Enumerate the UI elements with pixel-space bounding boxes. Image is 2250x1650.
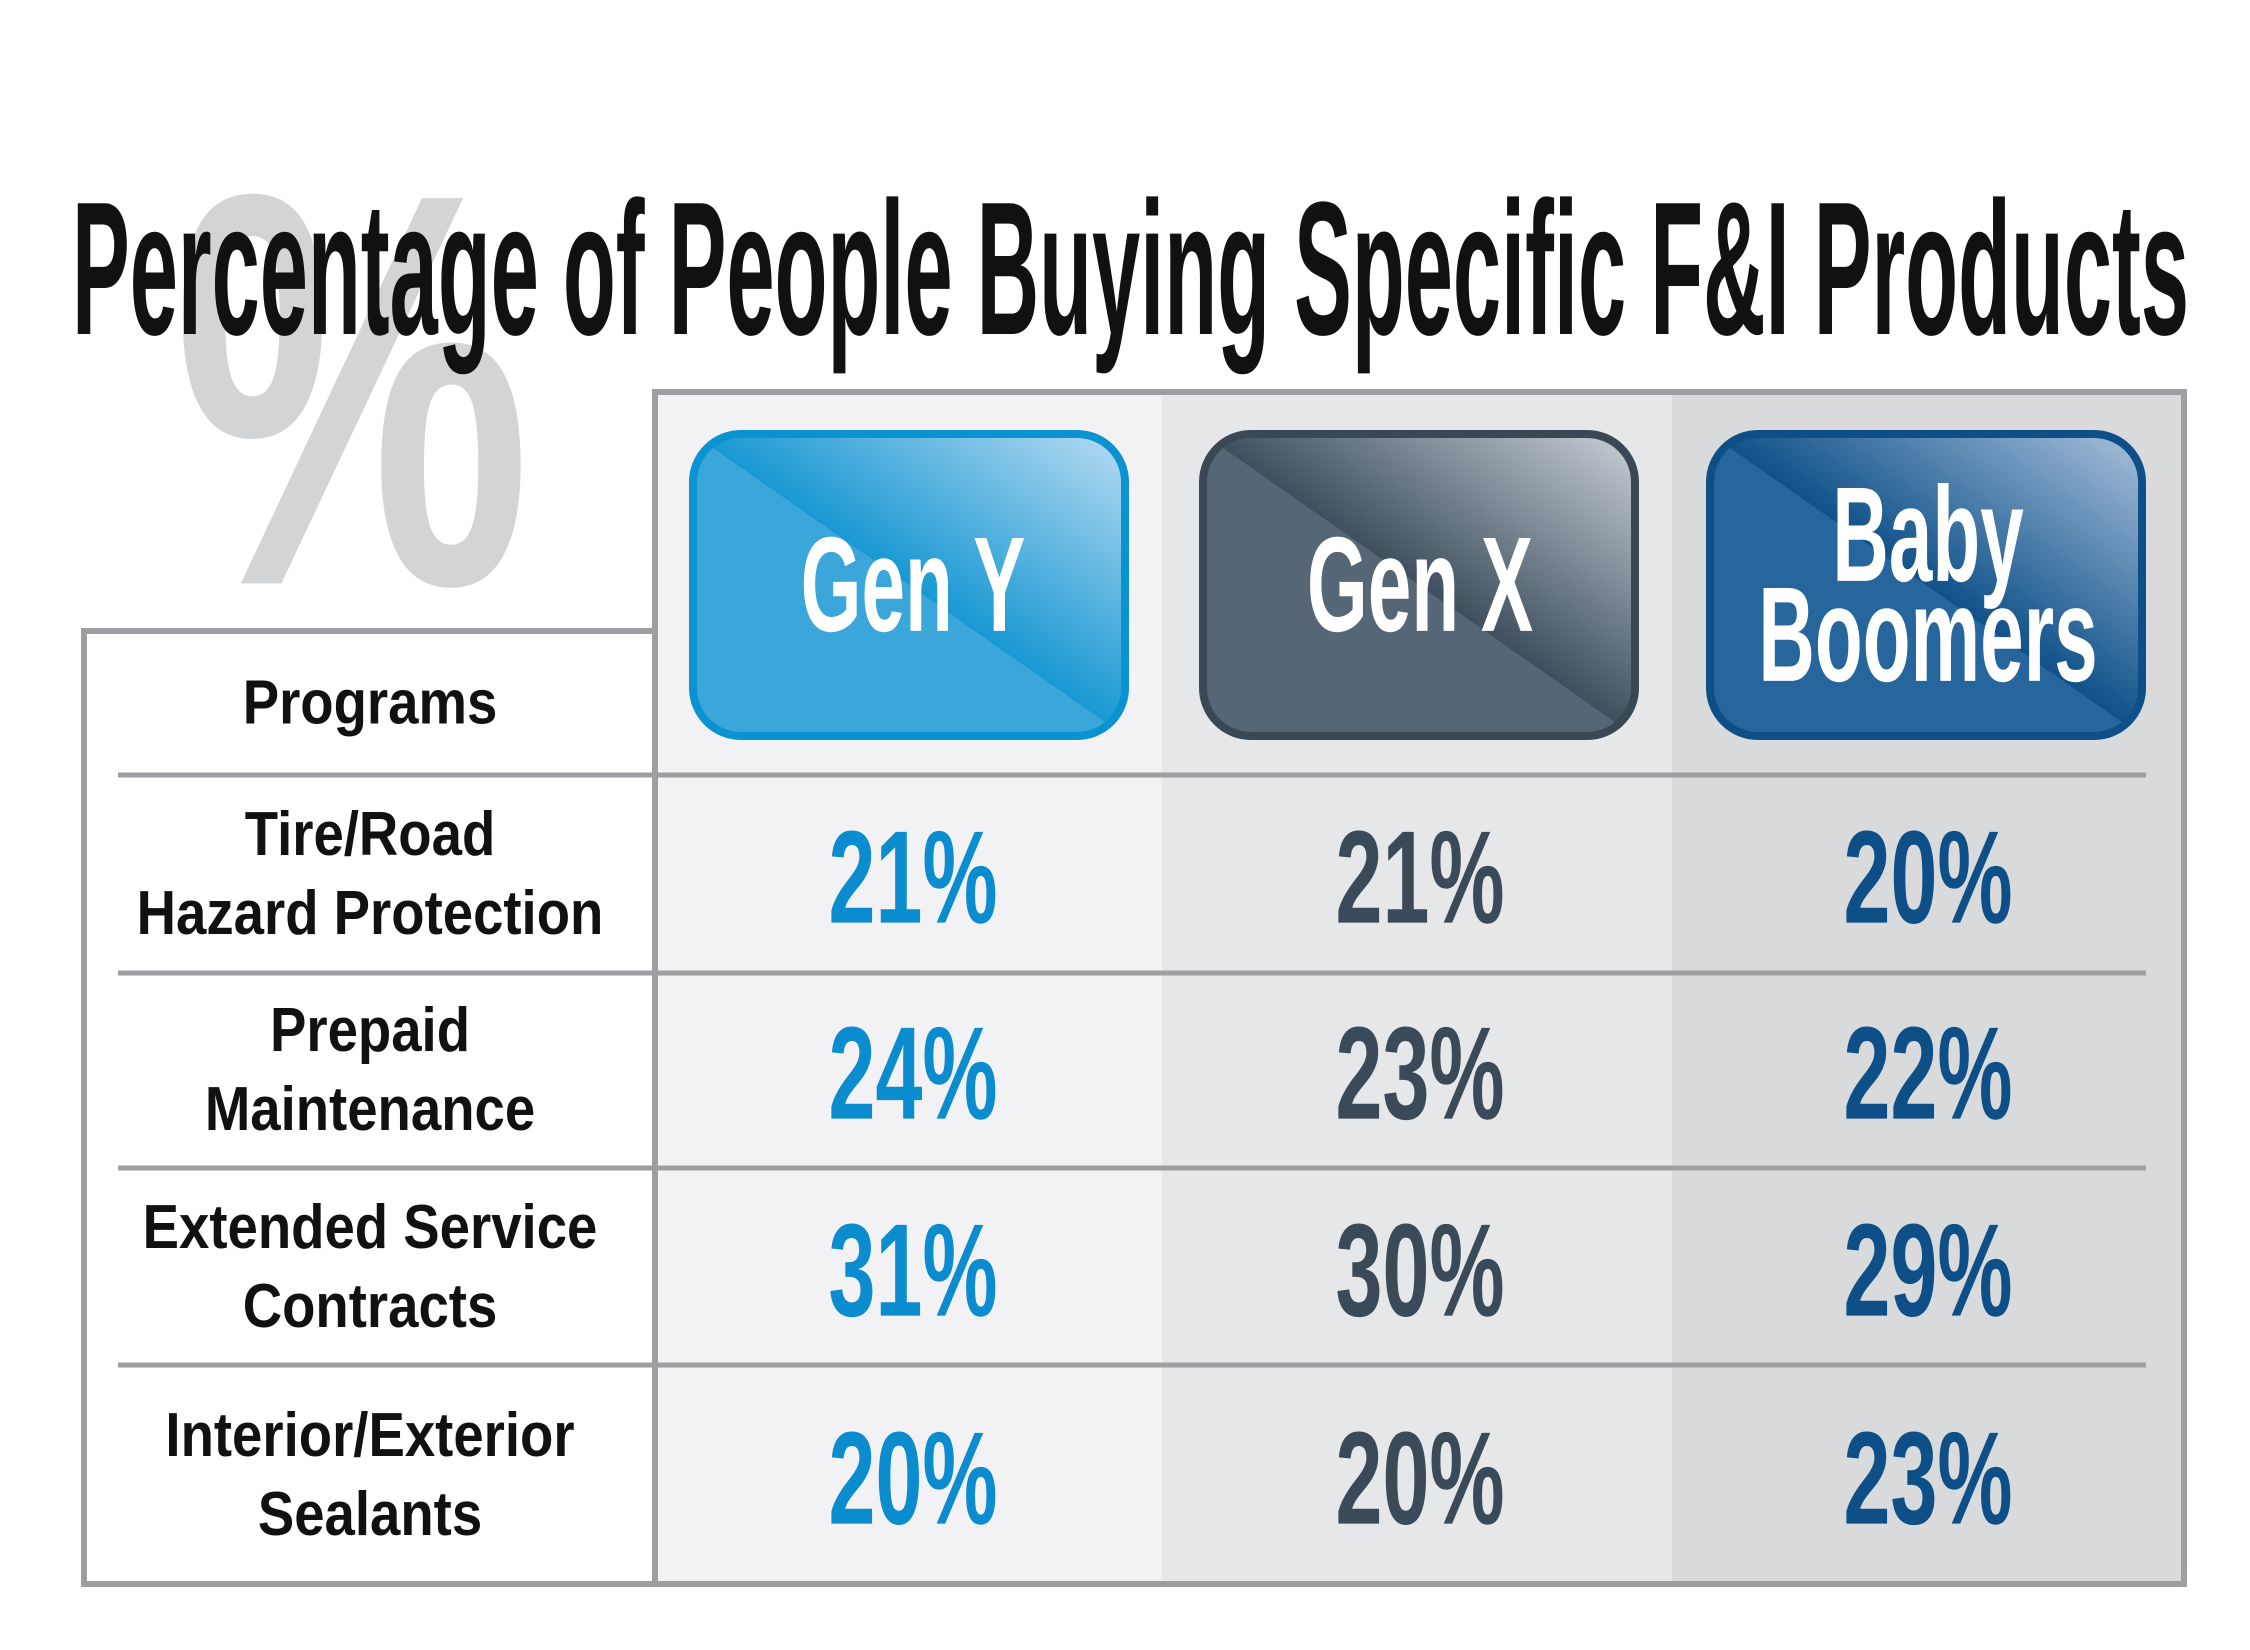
cell-value: 21% (1335, 805, 1504, 952)
row-label: Maintenance (205, 1075, 535, 1144)
row-label: Hazard Protection (137, 879, 604, 948)
cell-value: 31% (828, 1198, 997, 1345)
cell-value: 30% (1335, 1198, 1504, 1345)
row-label: Sealants (258, 1480, 482, 1549)
header-button (689, 430, 1129, 740)
column-header: Baby (1832, 460, 2023, 610)
cell-value: 29% (1843, 1198, 2012, 1345)
cell-value: 24% (828, 1001, 997, 1148)
watermark: % (173, 77, 532, 702)
row-label: Interior/Exterior (165, 1401, 574, 1470)
row-label: Prepaid (270, 996, 470, 1065)
row-label: Contracts (243, 1272, 498, 1341)
cell-value: 23% (1335, 1001, 1504, 1148)
row-label: Tire/Road (245, 800, 496, 869)
title: Percentage of People Buying Specific F&I… (72, 163, 2189, 375)
cell-value: 20% (1335, 1406, 1504, 1553)
cell-value: 22% (1843, 1001, 2012, 1148)
header-button (1199, 430, 1639, 740)
cell-value: 20% (1843, 805, 2012, 952)
label-frame (81, 628, 658, 1587)
cell-value: 23% (1843, 1406, 2012, 1553)
column-header: Gen Y (801, 510, 1026, 660)
header-label: Programs (243, 668, 498, 737)
cell-value: 20% (828, 1406, 997, 1553)
header-button (1706, 430, 2146, 740)
column-header: Gen X (1307, 510, 1533, 660)
cell-value: 21% (828, 805, 997, 952)
column-header: Boomers (1758, 560, 2097, 710)
row-label: Extended Service (143, 1193, 598, 1262)
